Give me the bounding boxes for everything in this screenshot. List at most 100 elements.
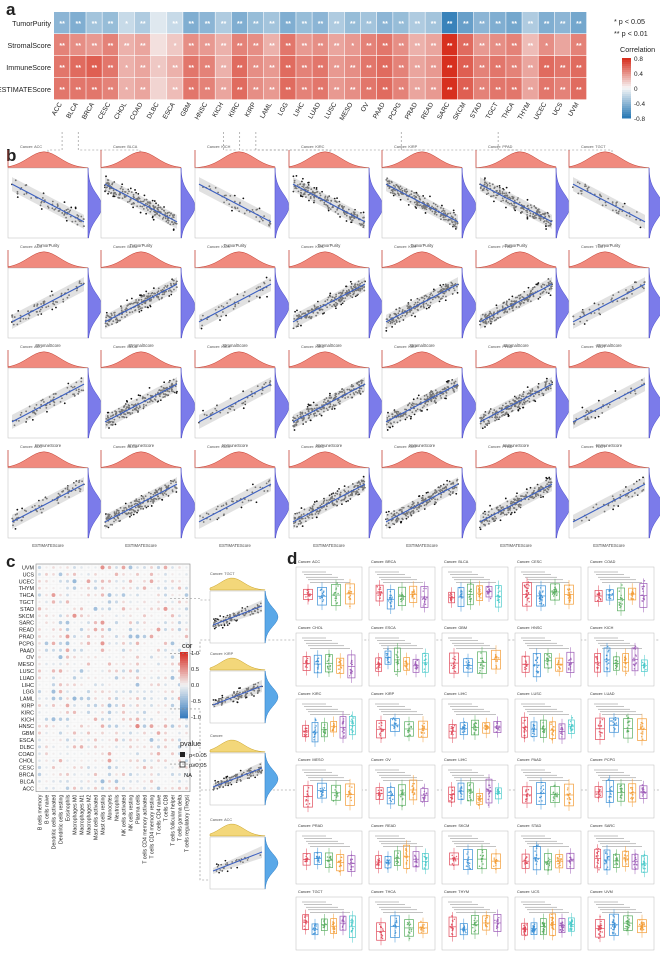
corr-dot [163, 586, 168, 590]
corr-dot [59, 635, 62, 638]
corr-dot [93, 579, 98, 583]
significance-mark: ** [398, 43, 404, 50]
scatter-point [417, 394, 420, 397]
heatmap-cell [328, 34, 345, 56]
significance-mark: ** [495, 65, 501, 72]
significance-mark: ** [495, 87, 501, 94]
corr-dot [163, 593, 168, 597]
column-label: THYM [517, 102, 532, 122]
corr-dot [135, 641, 140, 646]
heatmap-cell [344, 12, 361, 34]
corr-dot [108, 649, 111, 652]
corr-dot [171, 566, 174, 569]
column-label: THCA [501, 101, 516, 121]
significance-mark: ** [512, 43, 518, 50]
corr-dot [129, 641, 132, 645]
significance-mark: * [125, 87, 128, 94]
heatmap-cell [377, 12, 393, 34]
corr-dot [114, 621, 119, 625]
corr-dot [37, 565, 42, 570]
corr-dot [115, 566, 118, 569]
scatter-point [231, 209, 233, 212]
heatmap-cell [570, 34, 587, 56]
top-density [568, 250, 650, 269]
corr-dot [38, 635, 41, 638]
significance-mark: ** [59, 65, 65, 72]
heatmap-cell [554, 56, 571, 78]
heatmap-cell [118, 78, 135, 100]
x-axis-label: ESTIMATEScore [313, 543, 345, 548]
corr-dot [178, 614, 181, 618]
scatter-point [16, 196, 19, 199]
row-label: SKCM [18, 614, 34, 620]
scatter-point [14, 527, 17, 530]
scatter-point [200, 327, 203, 330]
significance-mark: ** [269, 43, 275, 50]
heatmap-cell [183, 12, 199, 34]
significance-mark: ** [512, 65, 518, 72]
corr-dot [80, 641, 83, 645]
corr-dot [80, 593, 83, 597]
heatmap-cell [570, 56, 587, 78]
scatter-point [301, 177, 304, 180]
corr-dot [59, 587, 62, 590]
scatter-point [242, 407, 245, 410]
row-label: TGCT [19, 600, 34, 606]
corr-dot [177, 648, 182, 652]
significance-mark: ** [221, 21, 227, 28]
corr-dot [178, 635, 181, 638]
corr-dot [163, 565, 168, 570]
scatter-point [516, 492, 518, 495]
column-label: ESCA [162, 101, 177, 121]
scatter-point [65, 219, 68, 222]
heatmap-cell [425, 34, 441, 56]
scatter-point [525, 488, 528, 491]
heatmap-cell [263, 78, 280, 100]
corr-dot [143, 649, 146, 652]
side-density [648, 267, 660, 339]
scatter-point [339, 215, 341, 218]
corr-dot [80, 566, 83, 569]
significance-mark: ** [528, 21, 534, 28]
corr-legend-swatch [622, 86, 631, 89]
column-label: SARC [436, 101, 451, 121]
scatter-point [295, 174, 298, 177]
significance-mark: ** [560, 65, 566, 72]
scatter-point [55, 306, 57, 309]
column-label: COAD [129, 101, 145, 121]
corr-legend-tick: -0.4 [634, 101, 645, 108]
heatmap-cell [215, 34, 232, 56]
significance-mark: ** [334, 87, 340, 94]
corr-dot [122, 572, 125, 576]
scatter-point [308, 199, 310, 202]
significance-mark: ** [205, 21, 211, 28]
scatter-point [151, 199, 154, 202]
heatmap-cell [86, 12, 102, 34]
scatter-point [313, 501, 316, 503]
scatter-point [583, 323, 586, 325]
significance-mark: ** [512, 21, 518, 28]
heatmap-cell [70, 12, 86, 34]
heatmap-cell [102, 12, 118, 34]
x-axis-label: ESTIMATEScore [125, 543, 157, 548]
corr-dot [122, 586, 125, 590]
column-label: OV [360, 101, 371, 113]
heatmap-cell [312, 78, 328, 100]
cancer-title: Cancer: KIRP [394, 245, 418, 249]
corr-dot [72, 579, 77, 584]
corr-dot [136, 628, 139, 631]
column-label: UVM [567, 102, 580, 118]
top-density [381, 350, 463, 369]
heatmap-cell [215, 78, 232, 100]
corr-dot [72, 613, 77, 618]
corr-dot [37, 607, 42, 611]
corr-legend-swatch [622, 102, 631, 105]
heatmap-cell [506, 78, 522, 100]
scatter-point [414, 315, 416, 318]
scatter-point [163, 381, 166, 384]
column-label: LAML [259, 101, 274, 120]
significance-mark: ** [576, 65, 582, 72]
significance-mark: ** [495, 43, 501, 50]
